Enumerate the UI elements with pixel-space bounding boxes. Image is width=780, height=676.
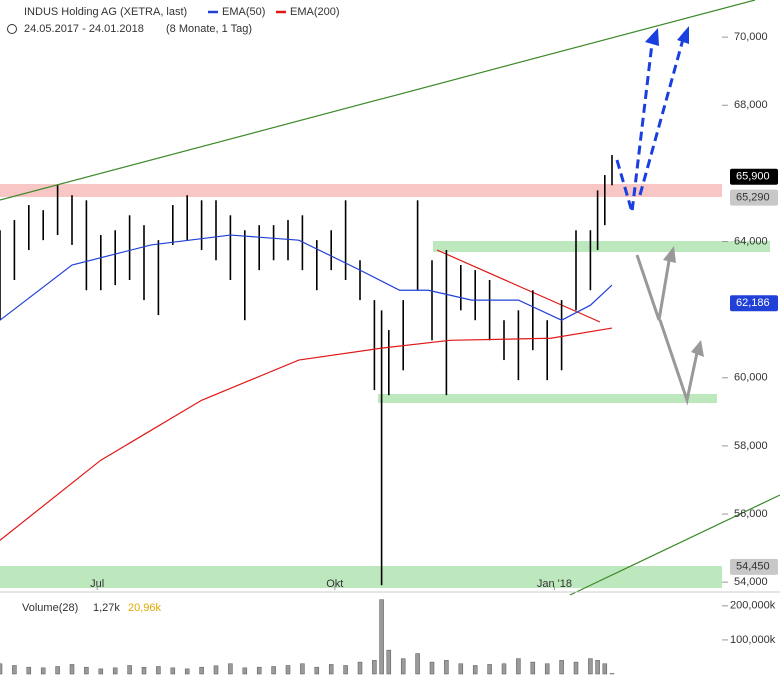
arrow-head bbox=[645, 28, 659, 46]
price-label-box bbox=[730, 168, 778, 185]
volume-bar bbox=[55, 666, 60, 675]
clock-icon bbox=[7, 24, 17, 34]
scenario-arrow bbox=[638, 31, 687, 196]
date-range: 24.05.2017 - 24.01.2018 bbox=[24, 23, 144, 35]
price-label: 65,290 bbox=[736, 191, 770, 203]
support-zone bbox=[378, 394, 717, 403]
volume-bar bbox=[0, 663, 3, 675]
volume-bar bbox=[170, 667, 176, 675]
price-label: 65,900 bbox=[736, 171, 770, 183]
trend-line bbox=[0, 0, 756, 201]
price-label: 54,450 bbox=[736, 561, 770, 573]
chart-title: INDUS Holding AG (XETRA, last) bbox=[24, 6, 187, 18]
volume-last: 1,27k bbox=[93, 602, 120, 614]
x-tick-label: Okt bbox=[326, 578, 343, 590]
volume-bar bbox=[242, 667, 248, 675]
arrow-head bbox=[663, 246, 676, 263]
volume-bar bbox=[472, 665, 478, 675]
legend-label: EMA(50) bbox=[222, 6, 265, 18]
volume-bar bbox=[573, 661, 579, 675]
volume-bar bbox=[487, 664, 492, 675]
legend-label: EMA(200) bbox=[290, 6, 340, 18]
volume-bar bbox=[184, 668, 190, 675]
volume-bar bbox=[127, 665, 132, 675]
trend-line bbox=[436, 249, 601, 323]
volume-bar bbox=[544, 663, 550, 675]
volume-bar bbox=[559, 660, 564, 675]
y-tick-label: 56,000 bbox=[734, 508, 768, 520]
volume-bar bbox=[285, 665, 291, 675]
price-label-box bbox=[730, 558, 778, 575]
x-tick-label: Jul bbox=[90, 578, 104, 590]
volume-bar bbox=[458, 663, 464, 675]
y-tick-label: 68,000 bbox=[734, 99, 768, 111]
support-zone bbox=[433, 241, 770, 252]
volume-bar bbox=[256, 666, 262, 675]
volume-bar bbox=[26, 666, 32, 675]
y-tick-label: 60,000 bbox=[734, 372, 768, 384]
volume-bar bbox=[199, 666, 204, 675]
volume-bar bbox=[400, 658, 406, 675]
volume-bar bbox=[69, 664, 75, 675]
y-tick-label: 54,000 bbox=[734, 576, 768, 588]
volume-bar bbox=[98, 668, 104, 675]
volume-bar bbox=[444, 660, 449, 675]
support-zone bbox=[0, 566, 722, 588]
volume-bar bbox=[213, 665, 219, 675]
ema-line bbox=[0, 234, 613, 321]
arrow-head bbox=[677, 26, 689, 44]
volume-bar bbox=[372, 660, 377, 675]
period: (8 Monate, 1 Tag) bbox=[166, 23, 252, 35]
price-label-box bbox=[730, 189, 778, 206]
scenario-arrow bbox=[635, 254, 672, 321]
volume-bar bbox=[602, 663, 608, 675]
volume-bar bbox=[84, 666, 89, 675]
volume-bar bbox=[156, 666, 161, 675]
volume-bar bbox=[379, 599, 384, 675]
volume-bar bbox=[12, 665, 17, 675]
volume-bar bbox=[386, 649, 392, 675]
scenario-arrow bbox=[658, 319, 700, 406]
volume-bar bbox=[415, 653, 420, 675]
volume-average: 20,96k bbox=[128, 602, 162, 614]
scenario-arrow bbox=[615, 34, 655, 213]
arrow-head bbox=[691, 340, 704, 357]
y-tick-label: 70,000 bbox=[734, 31, 768, 43]
volume-bar bbox=[314, 666, 320, 675]
volume-bar bbox=[429, 661, 435, 675]
volume-bar bbox=[40, 667, 46, 675]
x-tick-label: Jan '18 bbox=[537, 578, 572, 590]
price-label: 62,186 bbox=[736, 297, 770, 309]
volume-bar bbox=[501, 663, 507, 675]
y-tick-label: 64,000 bbox=[734, 235, 768, 247]
price-label-box bbox=[730, 295, 778, 312]
y-tick-label: 200,000k bbox=[730, 600, 776, 612]
resistance-zone bbox=[0, 184, 722, 197]
volume-bar bbox=[588, 658, 593, 675]
volume-bar bbox=[595, 660, 600, 675]
volume-bar bbox=[357, 661, 363, 675]
y-tick-label: 100,000k bbox=[730, 634, 776, 646]
volume-bar bbox=[343, 665, 348, 675]
volume-bar bbox=[112, 667, 118, 675]
y-tick-label: 58,000 bbox=[734, 440, 768, 452]
volume-bar bbox=[300, 663, 305, 675]
trend-line bbox=[569, 494, 780, 596]
volume-bar bbox=[271, 666, 276, 675]
volume-bar bbox=[141, 666, 147, 675]
ema-line bbox=[0, 327, 613, 541]
volume-bar bbox=[228, 663, 233, 675]
volume-bar bbox=[516, 658, 521, 675]
volume-bar bbox=[530, 661, 536, 675]
volume-label: Volume(28) bbox=[22, 602, 78, 614]
volume-bar bbox=[328, 664, 334, 675]
